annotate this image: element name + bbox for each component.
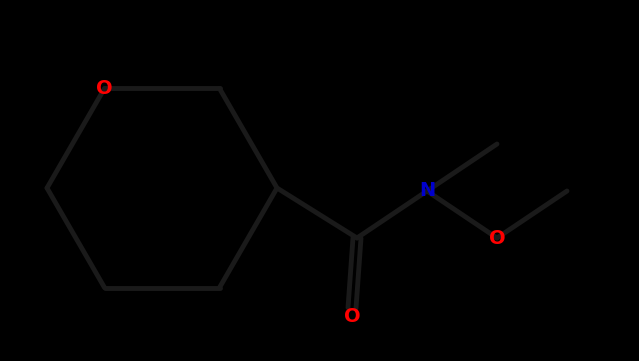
Text: O: O — [344, 306, 360, 326]
Text: O: O — [489, 229, 505, 248]
Text: O: O — [96, 79, 113, 98]
Text: N: N — [419, 182, 435, 200]
